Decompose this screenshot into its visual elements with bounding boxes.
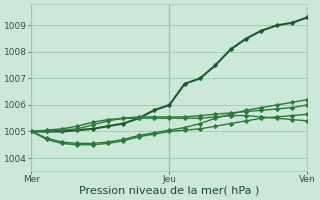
X-axis label: Pression niveau de la mer( hPa ): Pression niveau de la mer( hPa ) <box>79 186 260 196</box>
